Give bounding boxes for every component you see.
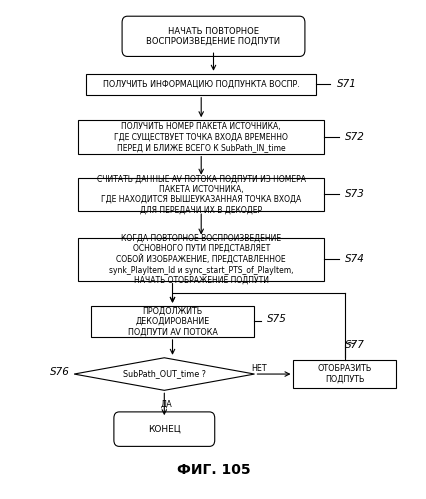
Bar: [78, 238, 323, 280]
Text: ОТОБРАЗИТЬ
ПОДПУТЬ: ОТОБРАЗИТЬ ПОДПУТЬ: [317, 364, 371, 384]
Text: КОНЕЦ: КОНЕЦ: [147, 425, 180, 434]
Bar: [78, 178, 323, 211]
Text: S72: S72: [344, 132, 364, 142]
Text: S73: S73: [344, 190, 364, 200]
Text: НАЧАТЬ ПОВТОРНОЕ
ВОСПРОИЗВЕДЕНИЕ ПОДПУТИ: НАЧАТЬ ПОВТОРНОЕ ВОСПРОИЗВЕДЕНИЕ ПОДПУТИ: [146, 26, 280, 46]
FancyBboxPatch shape: [114, 412, 214, 447]
Text: S77: S77: [344, 340, 364, 350]
Text: ПОЛУЧИТЬ НОМЕР ПАКЕТА ИСТОЧНИКА,
ГДЕ СУЩЕСТВУЕТ ТОЧКА ВХОДА ВРЕМЕННО
ПЕРЕД И БЛИ: ПОЛУЧИТЬ НОМЕР ПАКЕТА ИСТОЧНИКА, ГДЕ СУЩ…: [114, 122, 288, 152]
Text: ДА: ДА: [160, 399, 172, 408]
Polygon shape: [74, 358, 254, 390]
Text: ПОЛУЧИТЬ ИНФОРМАЦИЮ ПОДПУНКТА ВОСПР.: ПОЛУЧИТЬ ИНФОРМАЦИЮ ПОДПУНКТА ВОСПР.: [103, 80, 299, 89]
Text: СЧИТАТЬ ДАННЫЕ AV ПОТОКА ПОДПУТИ ИЗ НОМЕРА
ПАКЕТА ИСТОЧНИКА,
ГДЕ НАХОДИТСЯ ВЫШЕУ: СЧИТАТЬ ДАННЫЕ AV ПОТОКА ПОДПУТИ ИЗ НОМЕ…: [96, 174, 305, 215]
Bar: [78, 120, 323, 154]
FancyBboxPatch shape: [122, 16, 304, 56]
Text: ФИГ. 105: ФИГ. 105: [176, 463, 250, 477]
Text: КОГДА ПОВТОРНОЕ ВОСПРОИЗВЕДЕНИЕ
ОСНОВНОГО ПУТИ ПРЕДСТАВЛЯЕТ
СОБОЙ ИЗОБРАЖЕНИЕ, П: КОГДА ПОВТОРНОЕ ВОСПРОИЗВЕДЕНИЕ ОСНОВНОГ…: [109, 233, 293, 285]
Bar: [86, 74, 315, 95]
Text: S75: S75: [266, 314, 286, 324]
Text: ~: ~: [345, 336, 355, 349]
Text: SubPath_OUT_time ?: SubPath_OUT_time ?: [123, 370, 205, 379]
Text: ПРОДОЛЖИТЬ
ДЕКОДИРОВАНИЕ
ПОДПУТИ AV ПОТОКА: ПРОДОЛЖИТЬ ДЕКОДИРОВАНИЕ ПОДПУТИ AV ПОТО…: [127, 306, 217, 336]
Text: НЕТ: НЕТ: [251, 364, 267, 373]
Text: S71: S71: [336, 79, 356, 89]
Text: S76: S76: [49, 367, 69, 377]
Bar: [293, 360, 395, 388]
Bar: [90, 306, 254, 337]
Text: S74: S74: [344, 254, 364, 264]
